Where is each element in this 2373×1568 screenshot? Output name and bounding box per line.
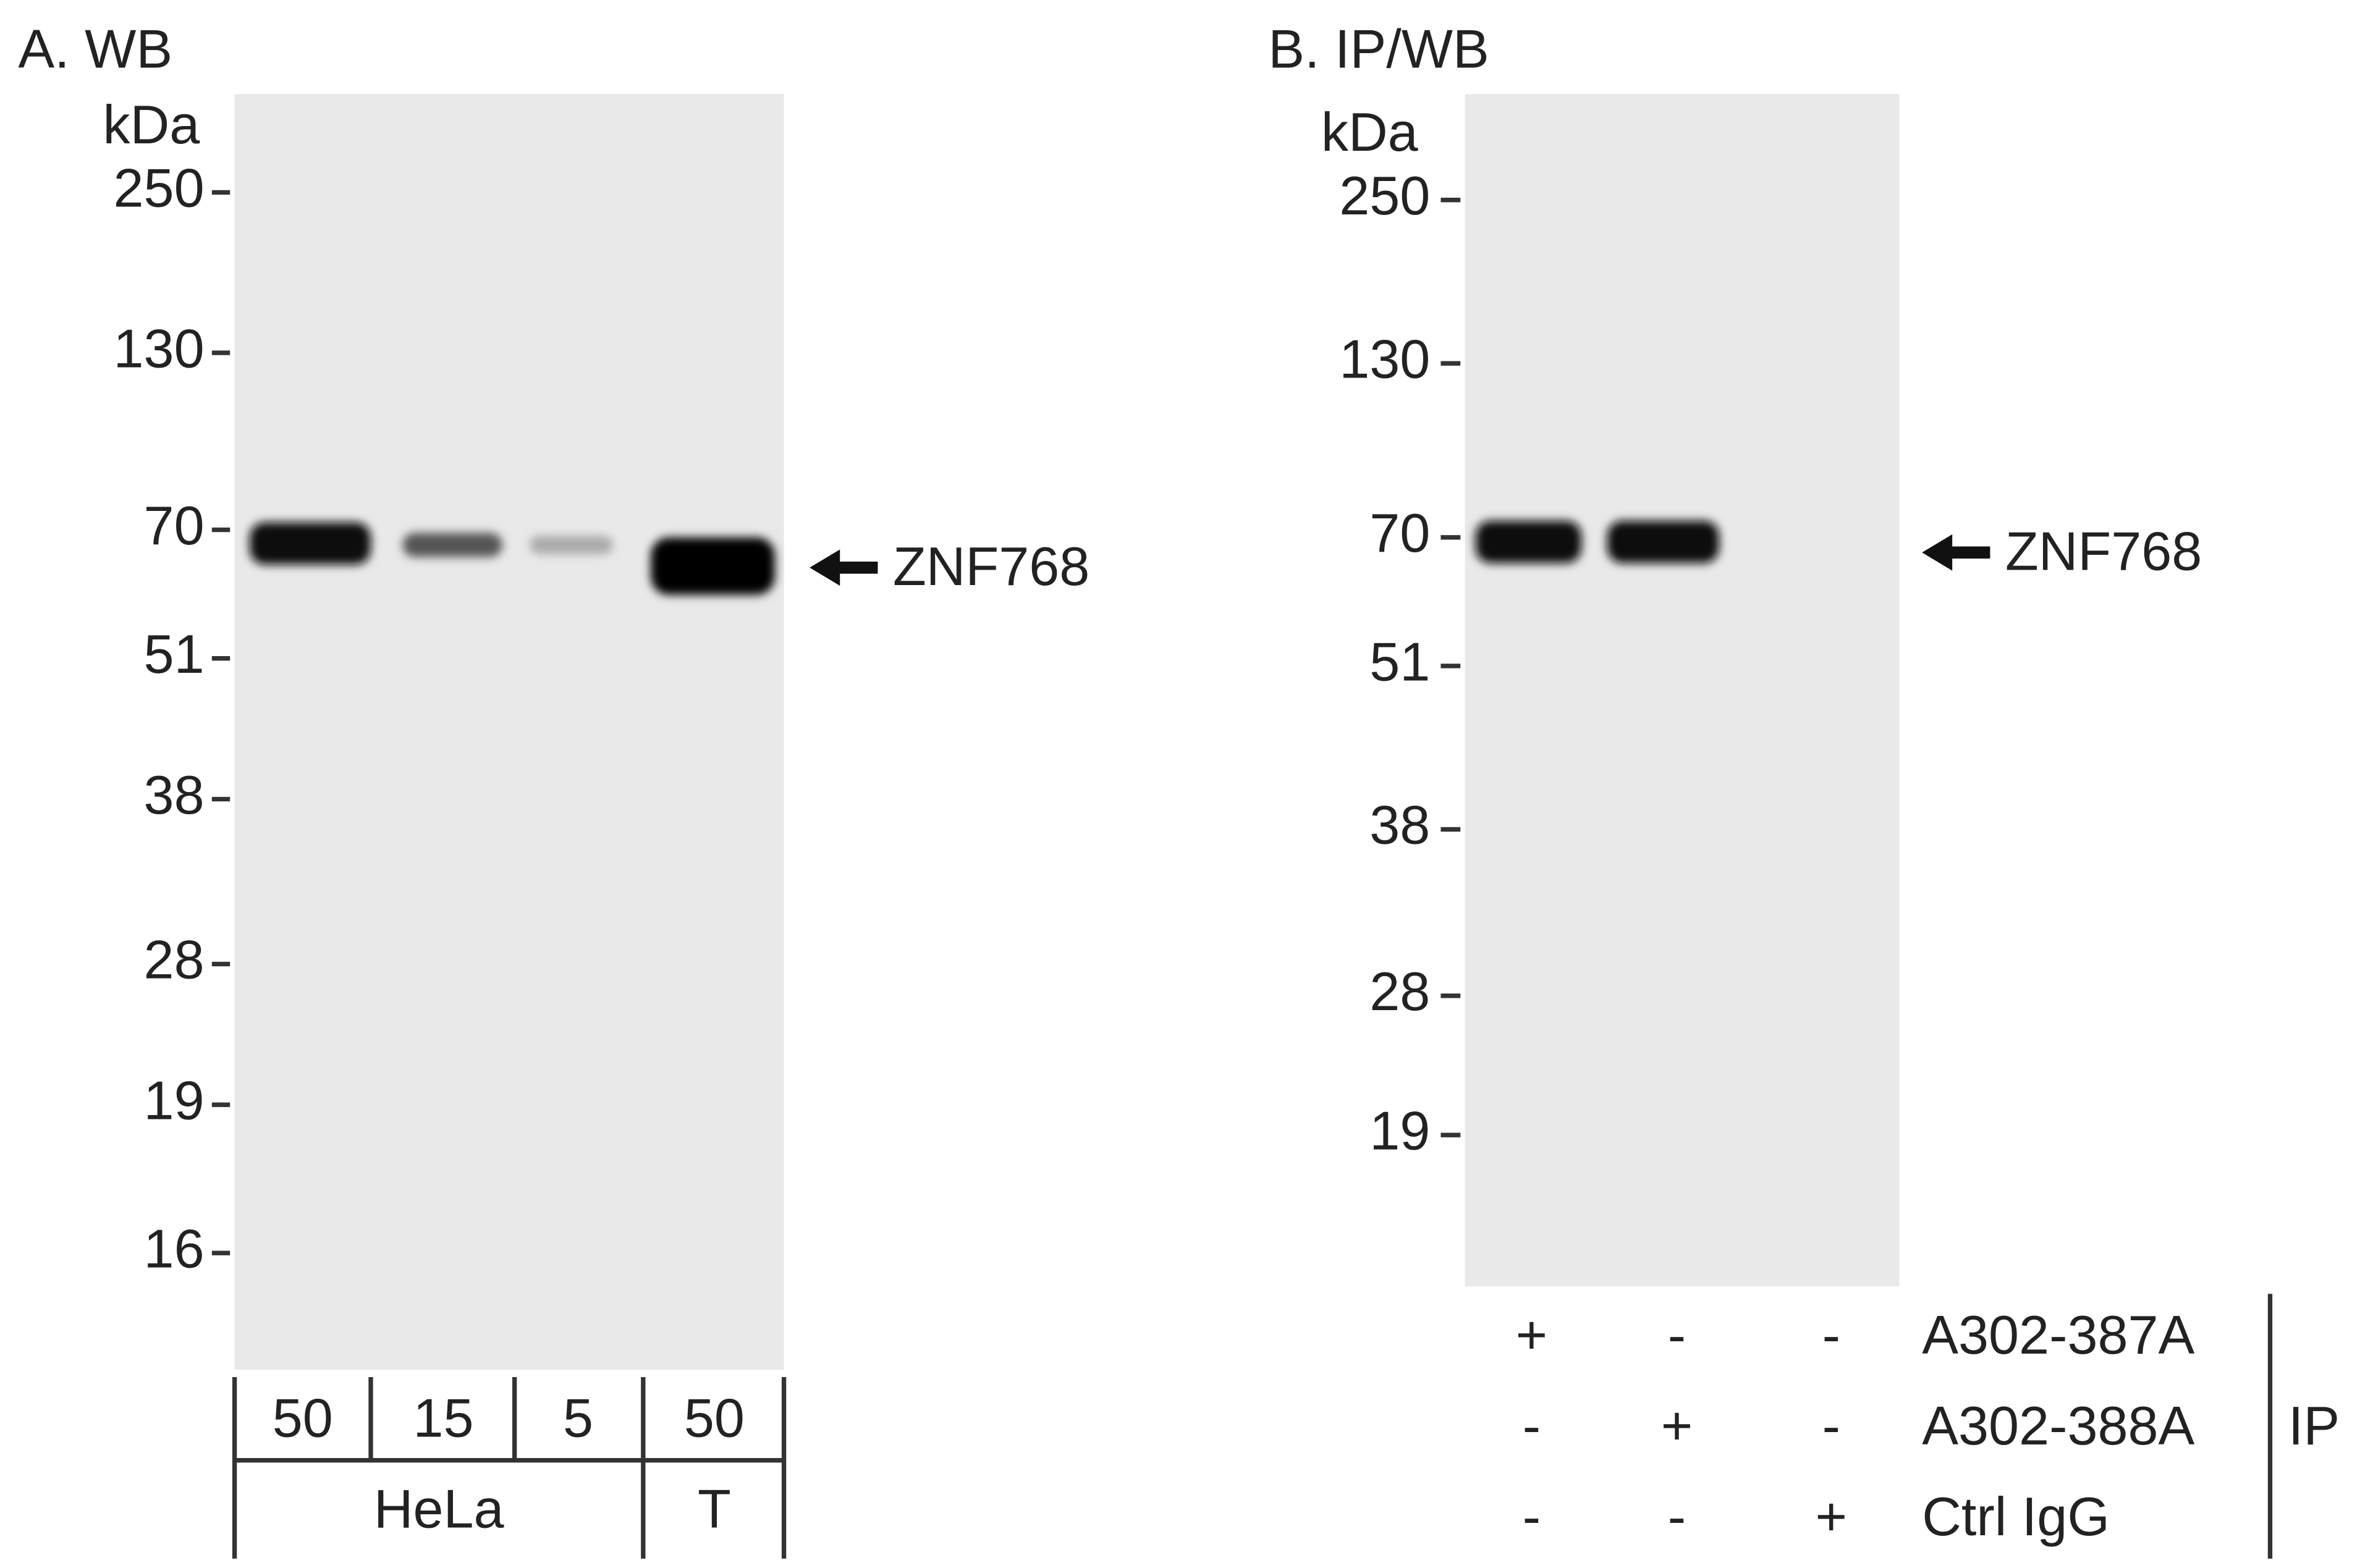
- marker-label: 38: [1369, 795, 1430, 856]
- band: [651, 537, 775, 595]
- bands: [250, 522, 775, 595]
- marker-label: 51: [1369, 631, 1430, 692]
- arrow: [810, 549, 878, 586]
- sign: -: [1668, 1304, 1686, 1365]
- group-label: HeLa: [374, 1478, 505, 1540]
- marker-label: 19: [1369, 1100, 1430, 1161]
- ip-label: IP: [2288, 1395, 2340, 1456]
- target-label: ZNF768: [2005, 520, 2202, 581]
- marker-label: 28: [144, 929, 205, 990]
- sign: +: [1816, 1486, 1847, 1547]
- lane-label: 5: [563, 1388, 593, 1449]
- unit-label: kDa: [1321, 101, 1419, 162]
- arrow: [1922, 534, 1990, 571]
- marker-label: 250: [114, 158, 205, 219]
- sign: -: [1668, 1486, 1686, 1547]
- row-label: A302-387A: [1922, 1304, 2194, 1365]
- row-label: A302-388A: [1922, 1395, 2194, 1456]
- marker-label: 19: [144, 1069, 205, 1131]
- marker-label: 16: [144, 1218, 205, 1279]
- marker-label: 28: [1369, 961, 1430, 1022]
- marker-label: 38: [144, 764, 205, 825]
- marker-label: 70: [1369, 502, 1430, 563]
- band: [530, 536, 613, 554]
- marker-label: 130: [1339, 328, 1430, 389]
- lane-label: 50: [273, 1388, 333, 1449]
- lane-label: 15: [413, 1388, 474, 1449]
- sign: +: [1661, 1395, 1693, 1456]
- group-label: T: [698, 1478, 731, 1540]
- sign: -: [1523, 1486, 1541, 1547]
- sign: -: [1523, 1395, 1541, 1456]
- blot: [1465, 94, 1900, 1287]
- band: [1607, 520, 1720, 563]
- sign: +: [1516, 1304, 1547, 1365]
- row-label: Ctrl IgG: [1922, 1486, 2110, 1547]
- sign: -: [1822, 1304, 1840, 1365]
- blot: [234, 94, 784, 1370]
- target-label: ZNF768: [893, 536, 1089, 597]
- marker-label: 70: [144, 495, 205, 556]
- band: [1475, 520, 1582, 563]
- band: [250, 522, 371, 565]
- lane-label: 50: [684, 1388, 745, 1449]
- bands: [1475, 520, 1720, 563]
- marker-label: 250: [1339, 165, 1430, 226]
- panel-title: B. IP/WB: [1268, 18, 1489, 79]
- marker-label: 130: [114, 318, 205, 379]
- marker-label: 51: [144, 623, 205, 685]
- sign: -: [1822, 1395, 1840, 1456]
- panel-title: A. WB: [18, 18, 172, 79]
- unit-label: kDa: [103, 94, 201, 155]
- band: [402, 533, 503, 557]
